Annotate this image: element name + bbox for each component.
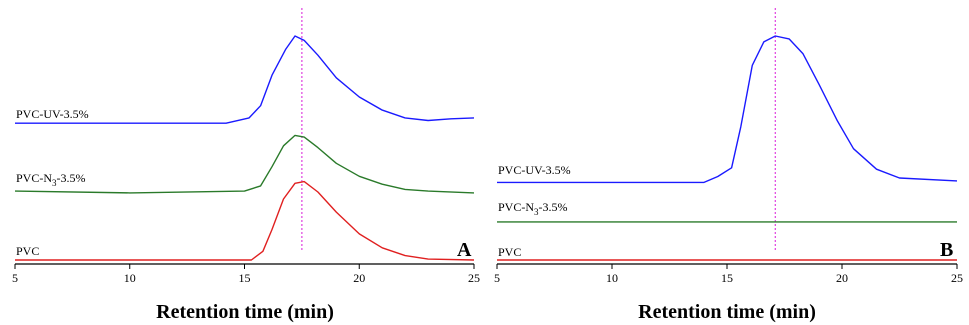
panel-b-x-ticks: 5 10 15 20 25 <box>494 264 963 285</box>
panel-b: 5 10 15 20 25 PVC-UV-3.5% PVC-N3-3.5% PVC B … <box>494 8 963 323</box>
panel-a-label-pvc-n3: PVC-N3-3.5% <box>16 171 86 188</box>
panel-a-curves <box>14 35 475 261</box>
panel-b-x-tick-label: 15 <box>721 271 733 285</box>
panel-b-label-pvc-uv: PVC-UV-3.5% <box>498 163 571 177</box>
panel-b-x-tick-label: 20 <box>836 271 848 285</box>
panel-a-curve-pvc-n3-3-5 <box>14 134 475 194</box>
panel-b-label-pvc-n3: PVC-N3-3.5% <box>498 200 568 217</box>
panel-a-label-pvc: PVC <box>16 244 39 258</box>
panel-b-x-tick-label: 10 <box>606 271 618 285</box>
panel-a-x-tick-label: 10 <box>124 271 136 285</box>
panel-a-curve-pvc-uv-3-5 <box>15 35 475 124</box>
panel-b-letter: B <box>940 239 953 261</box>
panel-a-label-pvc-uv: PVC-UV-3.5% <box>16 107 89 121</box>
panel-a-x-tick-label: 20 <box>353 271 365 285</box>
panel-a-x-axis-title: Retention time (min) <box>156 301 334 323</box>
panel-b-label-pvc: PVC <box>498 245 521 259</box>
panel-a-letter: A <box>457 239 472 261</box>
panel-b-x-tick-label: 5 <box>494 271 500 285</box>
panel-a-x-tick-label: 15 <box>239 271 251 285</box>
panel-a-x-tick-label: 25 <box>468 271 480 285</box>
panel-b-x-axis-title: Retention time (min) <box>638 301 816 323</box>
panel-b-curves <box>497 35 958 261</box>
panel-b-curve-pvc-uv-3-5 <box>497 35 958 184</box>
panel-a-x-tick-label: 5 <box>12 271 18 285</box>
panel-a-x-ticks: 5 10 15 20 25 <box>12 264 480 285</box>
panel-b-x-tick-label: 25 <box>951 271 963 285</box>
panel-a-curve-pvc <box>15 180 475 261</box>
panel-a: 5 10 15 20 25 PVC-UV-3.5% PVC-N3-3.5% PVC A … <box>12 8 480 323</box>
